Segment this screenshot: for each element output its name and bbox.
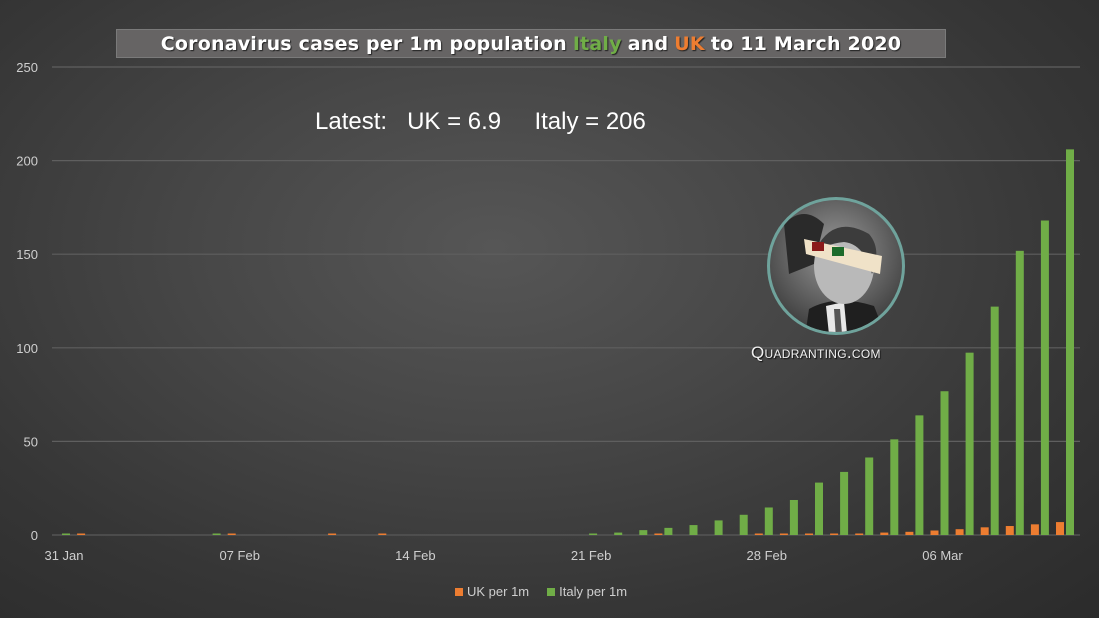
x-tick-label: 06 Mar <box>922 548 963 563</box>
chart-title: Coronavirus cases per 1m population Ital… <box>116 29 946 58</box>
latest-annotation: Latest: UK = 6.9 Italy = 206 <box>315 108 646 136</box>
legend: UK per 1m Italy per 1m <box>455 584 627 599</box>
latest-label: Latest: <box>315 108 388 135</box>
bar-italy-21-feb <box>589 533 598 535</box>
title-italy: Italy <box>572 32 622 55</box>
bar-uk-02-mar <box>830 533 839 535</box>
x-tick-label: 07 Feb <box>219 548 259 563</box>
x-tick-label: 21 Feb <box>571 548 611 563</box>
x-tick-label: 28 Feb <box>747 548 787 563</box>
bar-uk-01-feb <box>77 533 86 535</box>
bar-italy-24-feb <box>664 527 673 535</box>
bar-italy-22-feb <box>614 532 623 535</box>
bar-uk-09-mar <box>1005 526 1014 535</box>
watermark: Quadranting.com <box>751 343 881 362</box>
legend-label-uk: UK per 1m <box>467 584 530 599</box>
author-photo <box>767 197 905 335</box>
bar-uk-07-mar <box>955 529 964 535</box>
bar-italy-29-feb <box>789 499 798 535</box>
bar-uk-28-feb <box>754 533 763 535</box>
bar-italy-28-feb <box>764 507 773 535</box>
y-axis-ticks: 0 50 100 150 200 250 <box>16 60 38 543</box>
bar-italy-03-mar <box>865 457 874 535</box>
bar-italy-06-mar <box>940 391 949 535</box>
bar-italy-23-feb <box>639 530 648 535</box>
title-uk: UK <box>674 32 705 55</box>
latest-italy: Italy = 206 <box>534 108 646 135</box>
bar-uk-07-feb <box>227 533 236 535</box>
bar-italy-31-jan <box>62 533 70 535</box>
bar-italy-05-mar <box>915 415 924 535</box>
x-tick-label: 31 Jan <box>44 548 83 563</box>
bar-uk-24-feb <box>654 533 663 535</box>
bar-uk-06-mar <box>930 530 939 535</box>
bar-italy-25-feb <box>689 525 698 535</box>
title-part2: to 11 March 2020 <box>710 32 902 55</box>
bar-italy-08-mar <box>990 306 999 535</box>
bar-uk-03-mar <box>855 533 864 535</box>
bar-uk-11-feb <box>328 533 337 535</box>
y-tick-label: 100 <box>16 341 38 356</box>
bar-uk-29-feb <box>779 533 788 535</box>
x-tick-label: 14 Feb <box>395 548 435 563</box>
legend-swatch-uk <box>455 587 463 596</box>
title-and: and <box>627 32 669 55</box>
bar-uk-01-mar <box>805 533 813 535</box>
y-tick-label: 200 <box>16 154 38 169</box>
bar-italy-09-mar <box>1015 250 1024 536</box>
bar-uk-10-mar <box>1030 524 1039 535</box>
bar-uk-11-mar <box>1056 522 1064 535</box>
bar-italy-07-mar <box>965 352 974 535</box>
bar-italy-27-feb <box>739 514 748 535</box>
legend-label-italy: Italy per 1m <box>559 584 628 599</box>
bar-italy-04-mar <box>890 439 899 535</box>
bar-uk-08-mar <box>980 527 989 535</box>
bar-uk-05-mar <box>905 531 914 535</box>
legend-item-uk: UK per 1m <box>455 584 529 599</box>
bar-italy-11-mar <box>1066 149 1074 536</box>
gridlines <box>52 66 1080 536</box>
bar-italy-06-feb <box>212 533 221 535</box>
bar-uk-13-feb <box>378 533 387 535</box>
legend-item-italy: Italy per 1m <box>547 584 627 599</box>
y-tick-label: 50 <box>24 434 38 449</box>
latest-uk: UK = 6.9 <box>407 108 502 135</box>
bars <box>62 149 1074 536</box>
bar-italy-26-feb <box>714 520 723 535</box>
bar-italy-10-mar <box>1040 220 1049 535</box>
bar-uk-04-mar <box>880 532 889 535</box>
y-tick-label: 150 <box>16 247 38 262</box>
x-axis-ticks: 31 Jan 07 Feb 14 Feb 21 Feb 28 Feb 06 Mar <box>44 548 963 563</box>
bar-italy-02-mar <box>840 471 849 535</box>
title-part1: Coronavirus cases per 1m population <box>160 32 567 55</box>
bar-italy-01-mar <box>815 482 823 535</box>
y-tick-label: 0 <box>31 528 38 543</box>
legend-swatch-italy <box>547 587 556 596</box>
y-tick-label: 250 <box>16 60 38 75</box>
